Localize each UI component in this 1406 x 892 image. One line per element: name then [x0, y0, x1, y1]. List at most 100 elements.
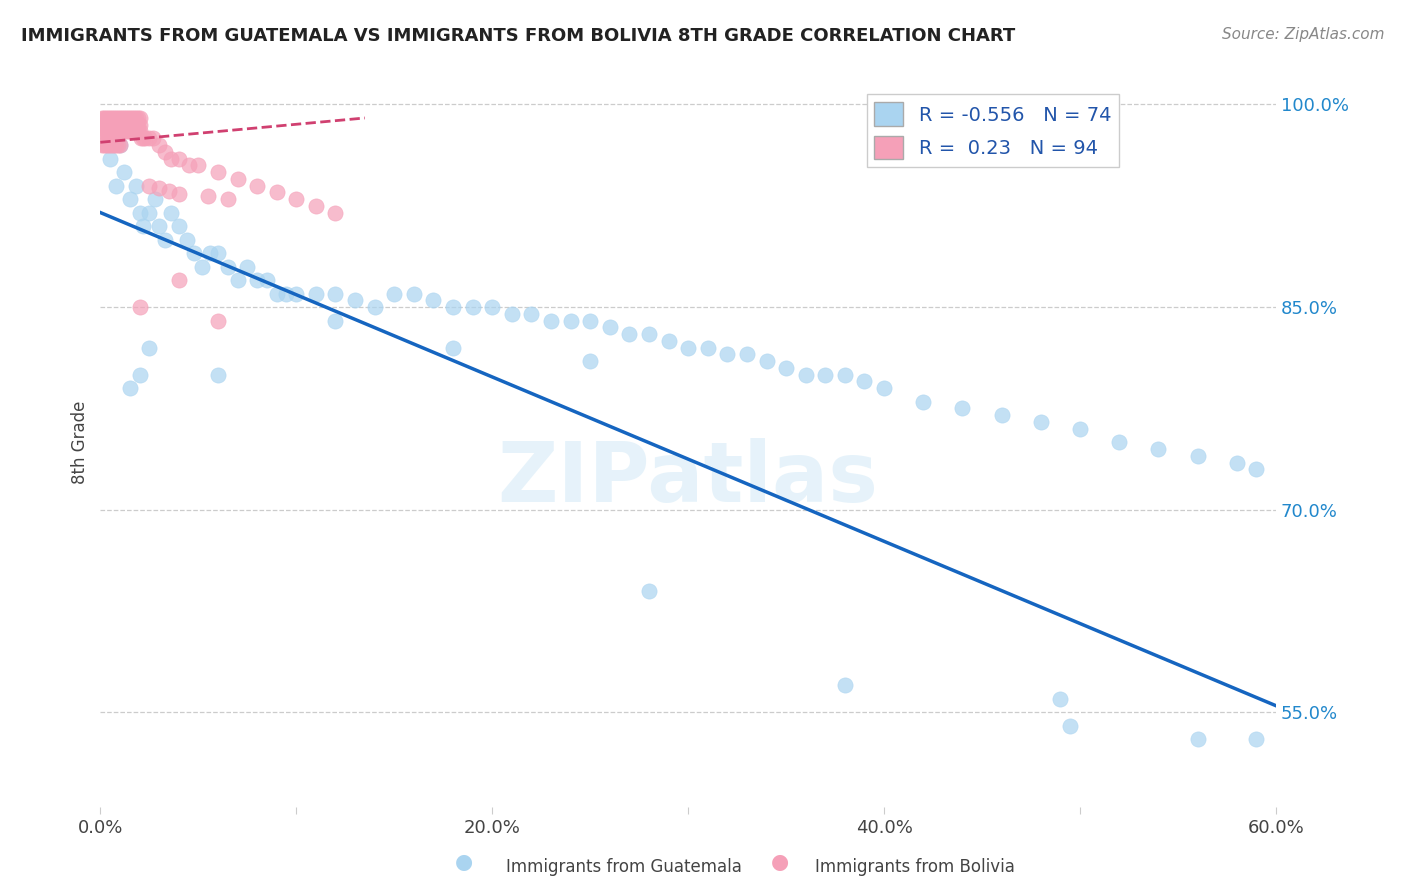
Point: [118, 118, 141, 132]
Point: [117, 111, 139, 125]
Point: [121, 111, 143, 125]
Point: [96, 111, 118, 125]
Point: [912, 394, 935, 409]
Point: [952, 401, 974, 416]
Point: [108, 118, 131, 132]
Point: [794, 368, 817, 382]
Point: [1187, 732, 1209, 747]
Point: [402, 286, 425, 301]
Point: [285, 192, 308, 206]
Point: [128, 124, 150, 138]
Point: [105, 178, 128, 193]
Point: [187, 158, 209, 172]
Point: [105, 118, 128, 132]
Point: [305, 199, 328, 213]
Point: [124, 124, 146, 138]
Point: [325, 286, 347, 301]
Point: [132, 219, 155, 233]
Point: [112, 165, 135, 179]
Point: [676, 341, 699, 355]
Point: [118, 111, 141, 125]
Point: [91, 124, 114, 138]
Text: Source: ZipAtlas.com: Source: ZipAtlas.com: [1222, 27, 1385, 42]
Point: [118, 381, 141, 395]
Point: [579, 354, 602, 368]
Point: [441, 341, 464, 355]
Point: [118, 192, 141, 206]
Point: [112, 118, 135, 132]
Point: [1059, 719, 1081, 733]
Point: [191, 260, 214, 274]
Point: [97, 138, 120, 153]
Legend: R = -0.556   N = 74, R =  0.23   N = 94: R = -0.556 N = 74, R = 0.23 N = 94: [866, 95, 1119, 167]
Point: [101, 111, 124, 125]
Point: [128, 300, 150, 314]
Point: [101, 138, 124, 153]
Point: [160, 152, 183, 166]
Point: [121, 124, 143, 138]
Point: [122, 124, 145, 138]
Point: [197, 189, 219, 203]
Point: [1029, 415, 1052, 429]
Point: [579, 313, 602, 327]
Point: [501, 307, 523, 321]
Point: [108, 138, 131, 153]
Point: [111, 111, 134, 125]
Point: [93, 111, 115, 125]
Point: [560, 313, 582, 327]
Point: [138, 341, 160, 355]
Point: [107, 118, 129, 132]
Point: [619, 327, 641, 342]
Point: [266, 186, 288, 200]
Point: [97, 111, 120, 125]
Point: [108, 111, 131, 125]
Point: [108, 124, 131, 138]
Point: [105, 111, 128, 125]
Point: [138, 205, 160, 219]
Point: [305, 286, 328, 301]
Point: [117, 124, 139, 138]
Point: [124, 111, 146, 125]
Point: [114, 118, 136, 132]
Point: [285, 286, 308, 301]
Point: [122, 118, 145, 132]
Point: [167, 186, 190, 201]
Point: [755, 354, 778, 368]
Point: [716, 347, 738, 361]
Point: [142, 131, 165, 145]
Point: [207, 246, 229, 260]
Point: [834, 368, 856, 382]
Point: [256, 273, 278, 287]
Point: [183, 246, 205, 260]
Point: [143, 192, 166, 206]
Point: [540, 313, 562, 327]
Point: [148, 138, 170, 153]
Point: [97, 124, 120, 138]
Point: [122, 111, 145, 125]
Point: [236, 260, 259, 274]
Point: [118, 124, 141, 138]
Point: [599, 320, 621, 334]
Point: [344, 293, 367, 308]
Point: [98, 152, 121, 166]
Point: [873, 381, 896, 395]
Point: [148, 181, 170, 195]
Point: [121, 118, 143, 132]
Point: [128, 205, 150, 219]
Point: [127, 118, 149, 132]
Point: [96, 138, 118, 153]
Point: [107, 111, 129, 125]
Point: [112, 124, 135, 138]
Point: [160, 205, 183, 219]
Point: [93, 124, 115, 138]
Point: [1246, 732, 1268, 747]
Point: [93, 118, 115, 132]
Point: [363, 300, 385, 314]
Point: [132, 131, 155, 145]
Point: [98, 124, 121, 138]
Point: [176, 233, 198, 247]
Point: [114, 111, 136, 125]
Point: [520, 307, 543, 321]
Point: [1069, 422, 1091, 436]
Point: [101, 124, 124, 138]
